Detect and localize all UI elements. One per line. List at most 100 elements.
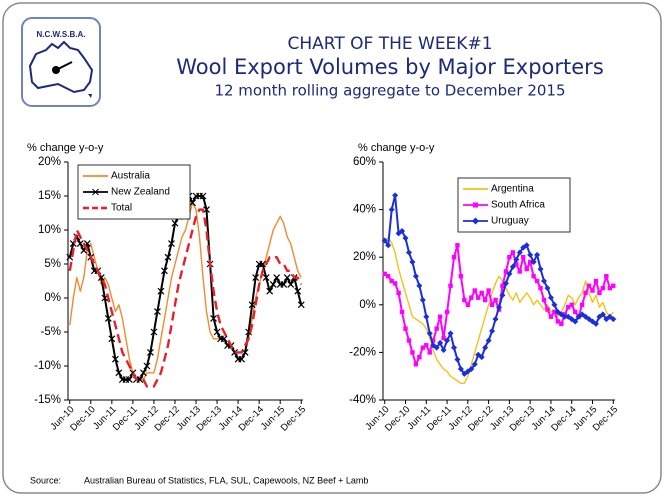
marker	[157, 287, 165, 295]
marker	[541, 297, 547, 303]
marker	[458, 274, 464, 279]
marker	[599, 311, 606, 318]
marker	[527, 259, 533, 265]
marker	[555, 319, 561, 324]
marker	[469, 295, 474, 300]
marker	[597, 290, 602, 296]
marker	[441, 335, 446, 341]
marker	[506, 270, 513, 277]
marker	[537, 266, 544, 273]
marker	[115, 369, 123, 377]
y-tick-label: 5%	[44, 258, 61, 270]
marker	[252, 274, 260, 282]
logo-icon	[55, 61, 73, 71]
marker	[447, 330, 454, 337]
marker	[545, 307, 550, 312]
marker	[465, 302, 471, 307]
y-tick-label: 60%	[353, 156, 376, 168]
marker	[402, 235, 409, 242]
marker	[503, 269, 509, 274]
marker	[610, 316, 617, 323]
marker	[161, 267, 168, 275]
marker	[385, 242, 392, 249]
marker	[547, 294, 554, 301]
marker	[541, 278, 548, 284]
marker	[382, 271, 387, 277]
logo-frame	[21, 17, 101, 107]
marker	[269, 280, 277, 288]
marker	[486, 288, 491, 293]
marker	[454, 356, 461, 363]
marker	[579, 302, 585, 307]
marker	[147, 348, 154, 356]
marker	[199, 192, 207, 200]
marker	[111, 355, 119, 363]
marker	[502, 280, 509, 287]
series-line	[68, 208, 303, 388]
marker	[262, 274, 270, 282]
logo-text: N.C.W.S.B.A.	[37, 30, 86, 39]
marker	[561, 313, 568, 320]
marker	[559, 321, 564, 327]
marker	[273, 274, 281, 282]
source-text: Australian Bureau of Statistics, FLA, SU…	[84, 475, 368, 485]
marker	[485, 337, 492, 344]
logo-map	[28, 40, 94, 94]
marker	[399, 228, 406, 235]
y-axis-label: % change y-o-y	[27, 142, 104, 154]
y-tick-label: 10%	[38, 224, 61, 236]
marker	[385, 274, 391, 279]
marker	[572, 309, 578, 315]
slide-title: CHART OF THE WEEK#1	[287, 34, 492, 54]
marker	[462, 297, 467, 303]
marker	[448, 283, 453, 288]
marker	[551, 301, 558, 308]
logo: N.C.W.S.B.A.	[21, 17, 101, 107]
marker	[593, 278, 599, 284]
marker	[419, 297, 426, 304]
marker	[259, 260, 267, 268]
marker	[403, 326, 408, 331]
marker	[493, 297, 498, 303]
y-tick-label: -10%	[34, 360, 61, 372]
y-tick-label: 0%	[359, 299, 376, 311]
legend-label: Uruguay	[491, 216, 529, 227]
marker	[611, 283, 616, 288]
legend-marker	[472, 217, 479, 225]
marker	[544, 285, 551, 292]
marker	[433, 344, 440, 351]
marker	[389, 278, 394, 284]
marker	[210, 314, 217, 322]
marker	[76, 240, 84, 248]
series-line	[384, 237, 614, 384]
marker	[514, 262, 519, 267]
marker	[238, 355, 246, 363]
y-tick-label: 40%	[353, 204, 376, 216]
marker	[399, 309, 405, 315]
marker	[492, 316, 499, 323]
marker	[406, 338, 412, 343]
marker	[586, 283, 592, 288]
marker	[607, 285, 613, 291]
legend-label: New Zealand	[111, 187, 170, 198]
marker	[524, 266, 529, 272]
marker	[513, 256, 520, 263]
marker	[583, 290, 588, 296]
marker	[437, 339, 444, 346]
source-label: Source:	[30, 475, 61, 485]
marker	[450, 344, 457, 351]
marker	[392, 281, 398, 286]
y-tick-label: -20%	[349, 346, 376, 358]
marker	[509, 263, 516, 270]
marker	[534, 278, 540, 284]
marker	[220, 335, 228, 343]
marker	[521, 255, 526, 260]
marker	[489, 327, 496, 334]
y-tick-label: -5%	[41, 326, 61, 338]
marker	[266, 287, 274, 295]
marker	[104, 314, 112, 322]
y-tick-label: 20%	[38, 156, 61, 168]
marker	[569, 302, 574, 307]
marker	[572, 318, 579, 325]
